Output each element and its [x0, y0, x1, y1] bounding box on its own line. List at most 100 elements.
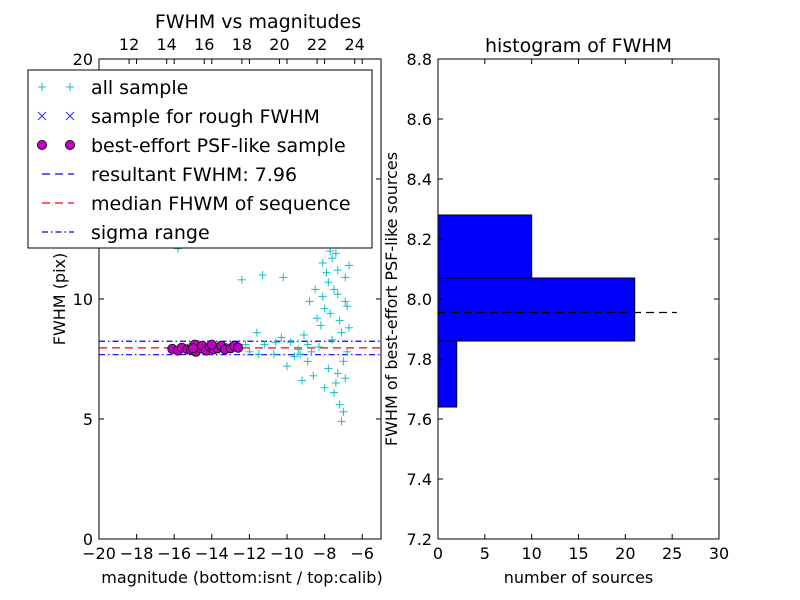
data-point-0-1 [237, 275, 246, 284]
y-tick-label: 0 [83, 530, 93, 549]
x-tick-label: −12 [233, 544, 267, 563]
data-point-0-10 [283, 362, 291, 371]
x-tick-label: −18 [120, 544, 154, 563]
legend-label: sigma range [91, 222, 210, 244]
data-point-0-36 [330, 388, 338, 397]
histogram-panel: 0 5 10 15 20 25 30 7.2 7.4 7.6 7.8 8.0 8.2 8.4 8.6 8.8… [382, 35, 729, 587]
data-point-0-13 [290, 352, 299, 361]
x-tick-label: 5 [480, 544, 490, 563]
y-tick-label: 7.8 [407, 350, 432, 369]
data-point-0-55 [271, 338, 280, 347]
data-point-0-42 [337, 417, 346, 426]
data-point-0-58 [245, 347, 254, 356]
x-tick-label: −14 [195, 544, 229, 563]
top-tick-label: 24 [345, 35, 365, 54]
data-point-0-4 [252, 328, 261, 337]
x-tick-label: 30 [709, 544, 729, 563]
data-point-0-2 [258, 271, 267, 279]
legend-marker [38, 83, 46, 91]
data-point-0-64 [330, 285, 338, 294]
data-point-0-14 [309, 371, 318, 380]
data-point-0-34 [339, 357, 348, 366]
data-point-0-27 [333, 290, 342, 299]
legend-entry: sigma range [42, 222, 210, 244]
top-tick-label: 22 [307, 35, 327, 54]
data-point-0-35 [333, 369, 342, 378]
data-point-0-54 [303, 340, 312, 349]
data-point-0-17 [311, 285, 320, 294]
x-tick-label: 0 [433, 544, 443, 563]
y-tick-label: 7.6 [407, 410, 432, 429]
series-0 [173, 74, 354, 426]
histogram-y-axis-label: FWHM of best-effort PSF-like sources [382, 152, 401, 446]
legend-entry: all sample [38, 77, 188, 99]
data-point-0-16 [305, 297, 314, 306]
scatter-y-axis-label: FWHM (pix) [50, 253, 69, 346]
x-tick-label: −6 [350, 544, 374, 563]
legend-items: all sample sample for rough FWHM best-effo… [37, 77, 351, 244]
data-point-0-52 [307, 347, 316, 356]
legend-marker [37, 111, 47, 121]
histogram-bar-1 [437, 277, 636, 342]
histogram-x-ticks: 0 5 10 15 20 25 30 [433, 59, 729, 563]
data-point-0-61 [341, 374, 350, 383]
legend-label: all sample [91, 77, 188, 99]
data-point-0-38 [339, 407, 348, 416]
scatter-x-ticks: −20 −18 −16 −14 −12 −10 −8 −6 [82, 59, 374, 563]
data-point-0-3 [279, 273, 288, 282]
histogram-title: histogram of FWHM [485, 35, 672, 57]
histogram-bar-0 [437, 340, 458, 408]
series-2 [167, 339, 244, 357]
data-point-0-68 [318, 292, 327, 301]
top-tick-label: 14 [157, 35, 177, 54]
data-point-2-18 [187, 343, 198, 354]
y-tick-label: 7.4 [407, 470, 432, 489]
y-tick-label: 20 [73, 50, 93, 69]
data-point-0-9 [294, 345, 303, 354]
scatter-plot-area [99, 74, 381, 426]
data-point-0-51 [314, 343, 323, 351]
data-point-0-49 [333, 266, 342, 275]
legend-marker [65, 139, 76, 150]
x-tick-label: −16 [157, 544, 191, 563]
x-tick-label: 25 [662, 544, 682, 563]
histogram-bar-2 [437, 214, 533, 279]
x-tick-label: −20 [82, 544, 116, 563]
data-point-0-39 [331, 379, 340, 387]
legend-label: sample for rough FWHM [91, 106, 320, 128]
legend-entry: resultant FWHM: 7.96 [42, 164, 297, 186]
y-tick-label: 8.8 [407, 50, 432, 69]
data-point-0-69 [345, 261, 354, 270]
top-tick-label: 18 [232, 35, 252, 54]
data-point-0-29 [337, 328, 346, 337]
scatter-series [167, 74, 354, 426]
scatter-title: FWHM vs magnitudes [155, 11, 361, 33]
x-tick-label: −10 [270, 544, 304, 563]
x-tick-label: 10 [521, 544, 541, 563]
x-tick-label: 20 [615, 544, 635, 563]
top-tick-label: 20 [269, 35, 289, 54]
data-point-0-26 [331, 249, 340, 258]
y-tick-label: 7.2 [407, 530, 432, 549]
data-point-0-20 [318, 259, 327, 267]
data-point-0-12 [303, 357, 312, 366]
data-point-0-24 [328, 335, 337, 344]
legend-label: best-effort PSF-like sample [91, 135, 346, 157]
data-point-0-56 [254, 350, 263, 359]
data-point-0-5 [260, 340, 269, 349]
y-tick-label: 5 [83, 410, 93, 429]
data-point-0-18 [313, 314, 322, 323]
data-point-0-65 [322, 268, 331, 277]
legend-box [27, 69, 373, 249]
x-tick-label: 15 [568, 544, 588, 563]
legend-entry: best-effort PSF-like sample [37, 135, 346, 157]
top-tick-label: 16 [194, 35, 214, 54]
legend-marker [66, 83, 74, 91]
legend-marker [37, 139, 48, 150]
y-tick-label: 8.2 [407, 230, 432, 249]
scatter-x-axis-label: magnitude (bottom:isnt / top:calib) [101, 568, 382, 587]
data-point-0-32 [343, 302, 352, 311]
x-tick-label: −8 [313, 544, 337, 563]
